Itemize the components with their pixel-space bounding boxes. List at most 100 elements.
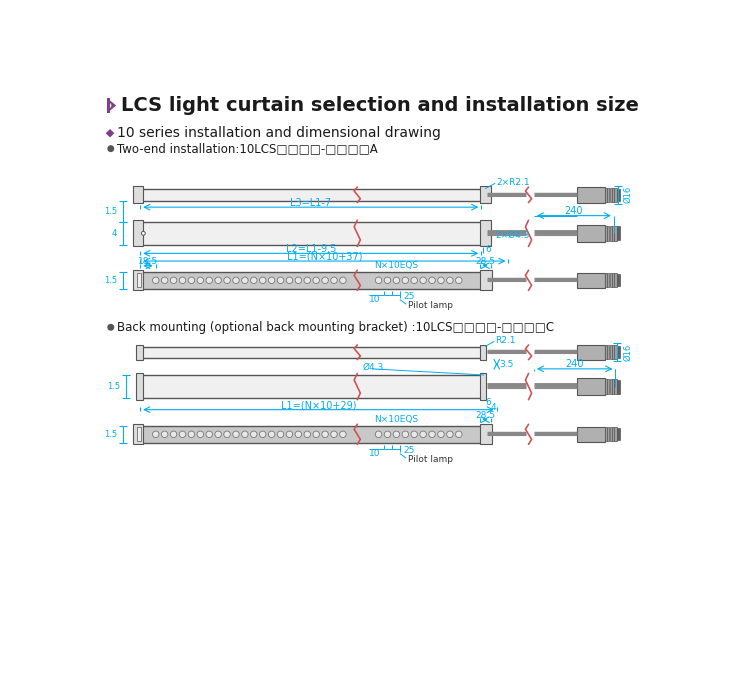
Text: 2×R2.1: 2×R2.1: [496, 178, 530, 187]
Bar: [604, 379, 607, 394]
Bar: [480, 187, 490, 204]
Circle shape: [278, 431, 284, 437]
Text: N×10EQS: N×10EQS: [374, 262, 418, 270]
Bar: [137, 427, 141, 441]
Text: 3.5: 3.5: [499, 360, 514, 369]
Bar: [133, 220, 142, 247]
Bar: [480, 425, 492, 444]
Text: 10: 10: [368, 449, 380, 458]
Bar: [480, 373, 486, 400]
Bar: [577, 187, 604, 203]
Text: R2.1: R2.1: [495, 336, 516, 345]
Bar: [617, 346, 620, 359]
Bar: [612, 274, 614, 287]
Text: 25: 25: [404, 446, 416, 455]
Text: L2=L1-9.5: L2=L1-9.5: [286, 244, 336, 253]
Bar: [612, 226, 614, 241]
Text: 1.5: 1.5: [104, 430, 117, 439]
Circle shape: [152, 431, 159, 437]
Bar: [617, 226, 620, 240]
Circle shape: [179, 431, 186, 437]
Bar: [480, 270, 492, 290]
Circle shape: [331, 277, 338, 284]
Circle shape: [304, 431, 310, 437]
Bar: [107, 98, 110, 113]
Polygon shape: [108, 98, 116, 113]
Circle shape: [278, 277, 284, 284]
Bar: [140, 346, 482, 358]
Circle shape: [446, 431, 453, 437]
Bar: [610, 345, 612, 359]
Circle shape: [188, 431, 195, 437]
Bar: [610, 379, 612, 394]
Circle shape: [107, 324, 114, 331]
Text: L1=(N×10+29): L1=(N×10+29): [280, 400, 356, 410]
Polygon shape: [106, 129, 114, 137]
Circle shape: [251, 277, 257, 284]
Bar: [614, 226, 616, 241]
Circle shape: [402, 431, 409, 437]
Text: Ø16: Ø16: [624, 186, 633, 204]
Text: 10: 10: [368, 295, 380, 304]
Bar: [608, 226, 609, 241]
Bar: [604, 226, 607, 241]
Bar: [137, 274, 141, 287]
Bar: [604, 274, 607, 287]
Bar: [480, 220, 490, 247]
Bar: [608, 379, 609, 394]
Circle shape: [152, 277, 159, 284]
Circle shape: [260, 431, 266, 437]
Circle shape: [402, 277, 409, 284]
Bar: [133, 187, 142, 204]
Bar: [614, 188, 616, 202]
Circle shape: [446, 277, 453, 284]
Bar: [612, 188, 614, 202]
Bar: [133, 270, 142, 290]
Circle shape: [438, 431, 444, 437]
Circle shape: [393, 431, 400, 437]
Circle shape: [295, 277, 302, 284]
Circle shape: [215, 277, 221, 284]
Circle shape: [170, 431, 177, 437]
Circle shape: [242, 431, 248, 437]
Bar: [614, 379, 616, 394]
Circle shape: [188, 277, 195, 284]
Circle shape: [411, 431, 418, 437]
Circle shape: [331, 431, 338, 437]
Text: 18.5: 18.5: [138, 257, 158, 266]
Bar: [617, 379, 620, 394]
Bar: [614, 427, 616, 441]
Circle shape: [304, 277, 310, 284]
Circle shape: [260, 277, 266, 284]
Bar: [612, 427, 614, 441]
Circle shape: [393, 277, 400, 284]
Bar: [610, 427, 612, 441]
Circle shape: [215, 431, 221, 437]
Circle shape: [384, 431, 391, 437]
Circle shape: [438, 277, 444, 284]
Circle shape: [197, 277, 203, 284]
Circle shape: [107, 145, 114, 152]
Circle shape: [429, 431, 435, 437]
Text: LCS light curtain selection and installation size: LCS light curtain selection and installa…: [121, 96, 639, 115]
Bar: [604, 345, 607, 359]
Text: 4: 4: [112, 229, 117, 238]
Bar: [608, 345, 609, 359]
Circle shape: [322, 431, 328, 437]
Text: 6: 6: [485, 398, 490, 407]
Text: Two-end installation:10LCS□□□□-□□□□A: Two-end installation:10LCS□□□□-□□□□A: [117, 142, 378, 155]
Circle shape: [206, 277, 212, 284]
Bar: [140, 189, 482, 201]
Text: 1.5: 1.5: [104, 276, 117, 285]
Bar: [608, 188, 609, 202]
Bar: [610, 226, 612, 241]
Text: Ø4.3: Ø4.3: [362, 363, 383, 372]
Circle shape: [420, 277, 427, 284]
Circle shape: [286, 431, 292, 437]
Text: 240: 240: [565, 206, 583, 216]
Bar: [140, 272, 482, 288]
Circle shape: [268, 431, 274, 437]
Bar: [617, 189, 620, 201]
Circle shape: [268, 277, 274, 284]
Bar: [617, 428, 620, 441]
